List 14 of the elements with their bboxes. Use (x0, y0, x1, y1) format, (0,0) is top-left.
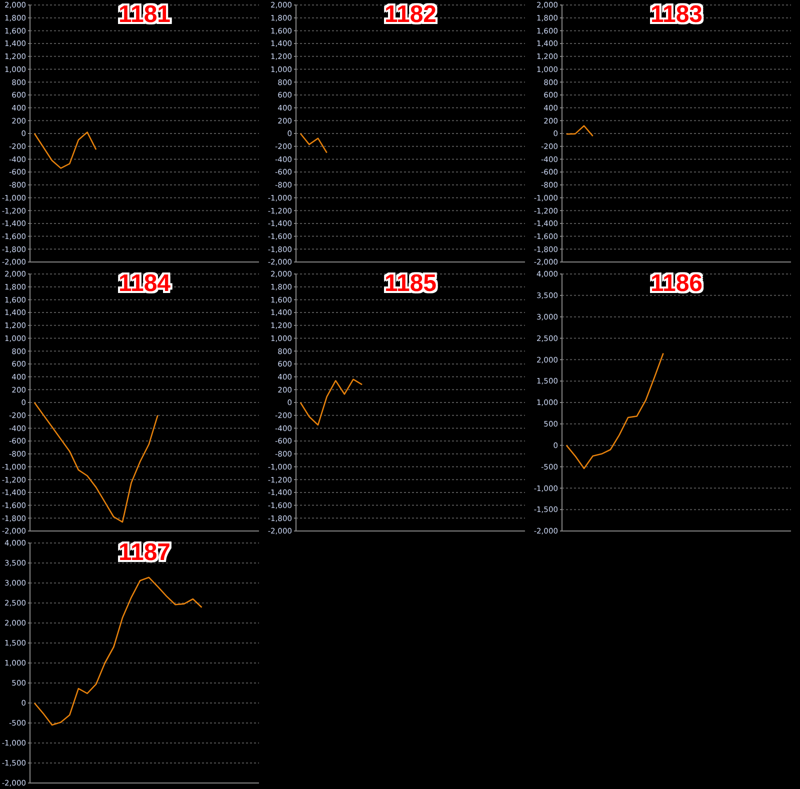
chart-title: 1182 (383, 1, 438, 28)
line-series (566, 352, 664, 470)
line-series (34, 402, 158, 523)
line-series (300, 378, 363, 426)
line-series (566, 125, 594, 137)
chart-title: 1181 (117, 1, 172, 28)
chart-title: 1183 (649, 1, 704, 28)
chart-title: 1184 (117, 270, 172, 297)
chart-title: 1186 (649, 270, 704, 297)
chart-title: 1187 (117, 539, 172, 566)
line-series (34, 132, 97, 169)
chart-title: 1185 (383, 270, 438, 297)
line-series (34, 576, 202, 726)
line-series (300, 132, 328, 154)
